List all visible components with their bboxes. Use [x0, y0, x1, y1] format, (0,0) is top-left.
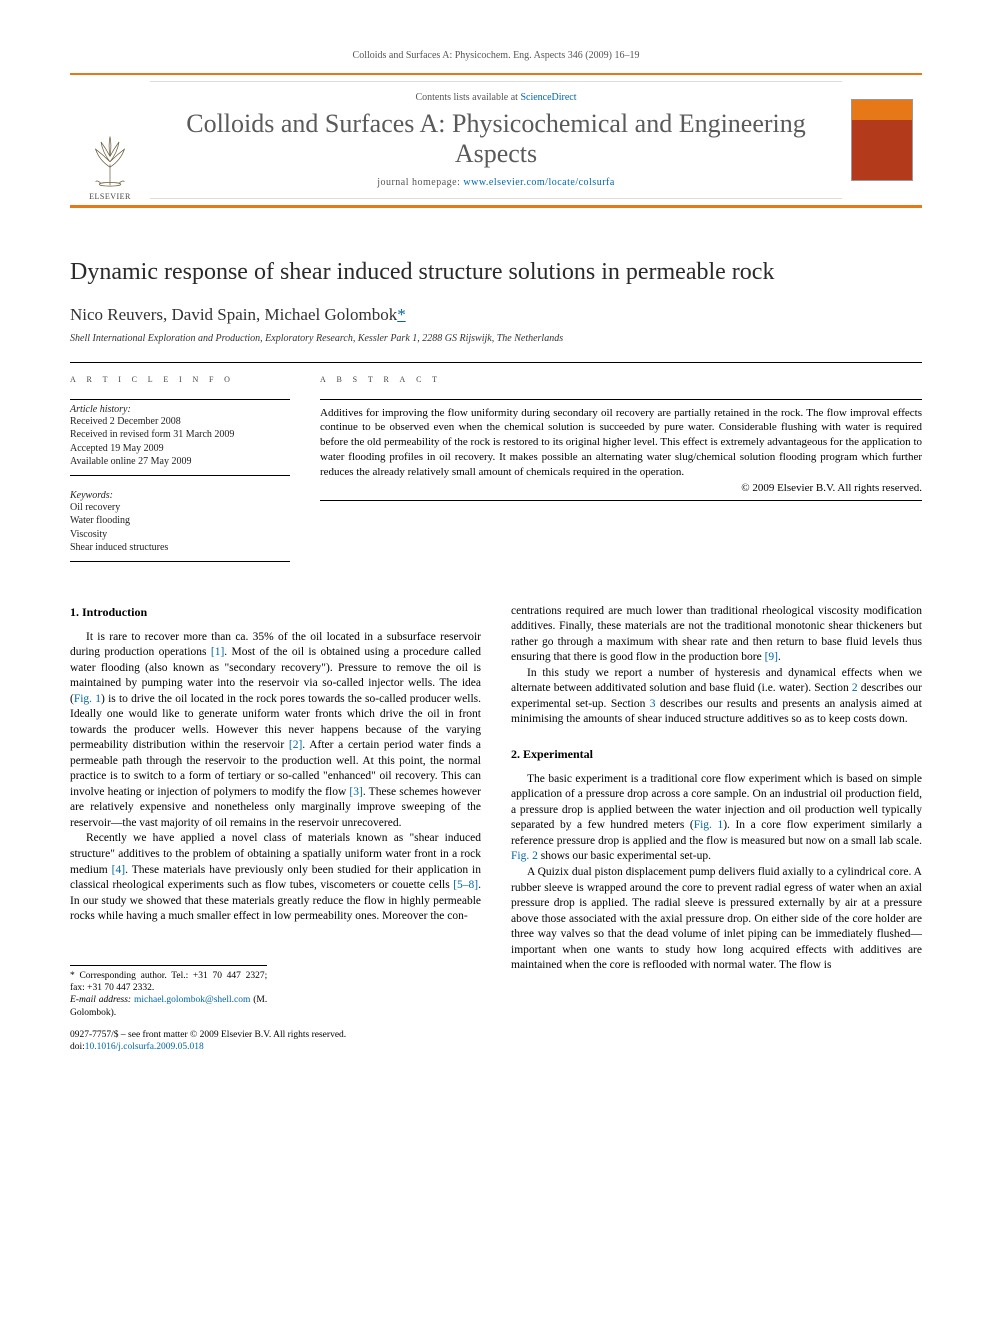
right-column: centrations required are much lower than… — [511, 604, 922, 1054]
journal-masthead: ELSEVIER Contents lists available at Sci… — [70, 73, 922, 208]
keywords-rule — [70, 561, 290, 562]
journal-cover-thumbnail — [851, 99, 913, 181]
keyword: Water flooding — [70, 514, 290, 528]
section-link[interactable]: 2 — [852, 682, 858, 694]
paragraph: Recently we have applied a novel class o… — [70, 831, 481, 924]
contents-available-line: Contents lists available at ScienceDirec… — [158, 92, 834, 103]
article-info-column: A R T I C L E I N F O Article history: R… — [70, 373, 290, 572]
abstract-rule — [320, 500, 922, 501]
article-history-block: Article history: Received 2 December 200… — [70, 399, 290, 476]
publisher-name: ELSEVIER — [89, 192, 131, 201]
keyword: Shear induced structures — [70, 541, 290, 555]
keyword: Viscosity — [70, 528, 290, 542]
abstract-text: Additives for improving the flow uniform… — [320, 399, 922, 480]
history-line: Received 2 December 2008 — [70, 415, 290, 429]
reference-link[interactable]: [3] — [349, 786, 362, 798]
author-email-link[interactable]: michael.golombok@shell.com — [134, 995, 250, 1005]
history-line: Available online 27 May 2009 — [70, 455, 290, 469]
figure-link[interactable]: Fig. 1 — [694, 819, 724, 831]
corresponding-author-footnote: * Corresponding author. Tel.: +31 70 447… — [70, 970, 267, 995]
abstract-column: A B S T R A C T Additives for improving … — [320, 373, 922, 572]
reference-link[interactable]: [2] — [289, 739, 302, 751]
paragraph: The basic experiment is a traditional co… — [511, 772, 922, 865]
cover-thumbnail-block — [842, 75, 922, 205]
masthead-center: Contents lists available at ScienceDirec… — [150, 81, 842, 199]
keyword: Oil recovery — [70, 501, 290, 515]
reference-link[interactable]: [1] — [211, 646, 224, 658]
sciencedirect-link[interactable]: ScienceDirect — [520, 92, 576, 103]
running-header-citation: Colloids and Surfaces A: Physicochem. En… — [70, 50, 922, 61]
footnotes-block: * Corresponding author. Tel.: +31 70 447… — [70, 965, 267, 1019]
keywords-block: Keywords: Oil recovery Water flooding Vi… — [70, 486, 290, 562]
article-title: Dynamic response of shear induced struct… — [70, 258, 922, 287]
paragraph: It is rare to recover more than ca. 35% … — [70, 630, 481, 832]
paragraph: centrations required are much lower than… — [511, 604, 922, 666]
email-footnote: E-mail address: michael.golombok@shell.c… — [70, 994, 267, 1019]
history-rule — [70, 475, 290, 476]
section-link[interactable]: 3 — [650, 698, 656, 710]
figure-link[interactable]: Fig. 2 — [511, 850, 538, 862]
authors-line: Nico Reuvers, David Spain, Michael Golom… — [70, 305, 922, 325]
page-container: Colloids and Surfaces A: Physicochem. En… — [0, 0, 992, 1104]
article-info-heading: A R T I C L E I N F O — [70, 373, 290, 385]
journal-homepage-link[interactable]: www.elsevier.com/locate/colsurfa — [463, 177, 614, 188]
paragraph: In this study we report a number of hyst… — [511, 666, 922, 728]
authors-names: Nico Reuvers, David Spain, Michael Golom… — [70, 305, 397, 324]
homepage-prefix: journal homepage: — [377, 177, 463, 188]
info-abstract-row: A R T I C L E I N F O Article history: R… — [70, 373, 922, 572]
doi-link[interactable]: 10.1016/j.colsurfa.2009.05.018 — [85, 1042, 204, 1052]
figure-link[interactable]: Fig. 1 — [74, 693, 101, 705]
abstract-copyright: © 2009 Elsevier B.V. All rights reserved… — [320, 482, 922, 494]
doi-line: doi:10.1016/j.colsurfa.2009.05.018 — [70, 1041, 481, 1053]
history-label: Article history: — [70, 399, 290, 415]
left-column: 1. Introduction It is rare to recover mo… — [70, 604, 481, 1054]
issn-copyright-line: 0927-7757/$ – see front matter © 2009 El… — [70, 1029, 481, 1041]
paragraph: A Quizix dual piston displacement pump d… — [511, 865, 922, 974]
title-block: Dynamic response of shear induced struct… — [70, 258, 922, 344]
abstract-heading: A B S T R A C T — [320, 373, 922, 385]
reference-link[interactable]: [5–8] — [453, 879, 478, 891]
publisher-logo-block: ELSEVIER — [70, 75, 150, 205]
doi-label: doi: — [70, 1042, 85, 1052]
reference-link[interactable]: [9] — [765, 651, 778, 663]
section-2-heading: 2. Experimental — [511, 746, 922, 762]
footer-meta: 0927-7757/$ – see front matter © 2009 El… — [70, 1029, 481, 1054]
journal-homepage-line: journal homepage: www.elsevier.com/locat… — [158, 177, 834, 188]
affiliation: Shell International Exploration and Prod… — [70, 333, 922, 344]
title-divider — [70, 362, 922, 363]
reference-link[interactable]: [4] — [112, 864, 125, 876]
section-1-heading: 1. Introduction — [70, 604, 481, 620]
history-line: Accepted 19 May 2009 — [70, 442, 290, 456]
contents-prefix: Contents lists available at — [415, 92, 520, 103]
journal-name: Colloids and Surfaces A: Physicochemical… — [158, 109, 834, 169]
keywords-label: Keywords: — [70, 486, 290, 501]
email-label: E-mail address: — [70, 995, 134, 1005]
body-columns: 1. Introduction It is rare to recover mo… — [70, 604, 922, 1054]
corresponding-author-mark[interactable]: * — [397, 305, 406, 324]
elsevier-tree-icon — [80, 130, 140, 190]
history-line: Received in revised form 31 March 2009 — [70, 428, 290, 442]
